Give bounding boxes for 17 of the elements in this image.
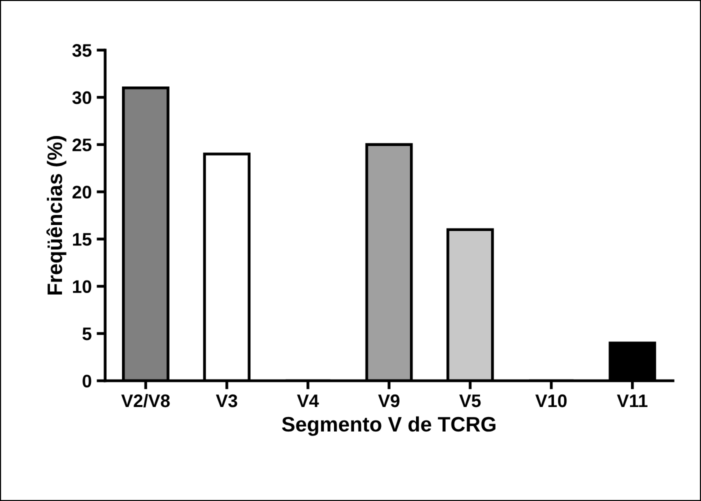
x-tick-label: V2/V8 [121,394,170,408]
y-axis-title: Freqüências (%) [46,136,66,294]
y-tick-label: 35 [72,44,92,57]
x-tick-label: V9 [378,394,400,408]
x-tick-label: V11 [616,394,648,408]
x-tick-label: V4 [297,394,319,408]
y-tick-label: 10 [73,280,92,294]
y-tick-label: 0 [82,374,92,388]
x-tick-label: V3 [216,394,238,408]
x-tick-label: V5 [459,394,481,408]
y-tick-label: 25 [72,138,92,152]
x-axis-title: Segmento V de TCRG [282,416,496,436]
y-tick-label: 15 [73,233,92,246]
y-tick-label: 5 [82,328,92,340]
y-tick-label: 30 [72,91,92,104]
y-tick-label: 20 [72,186,92,199]
x-tick-label: V10 [535,394,567,408]
